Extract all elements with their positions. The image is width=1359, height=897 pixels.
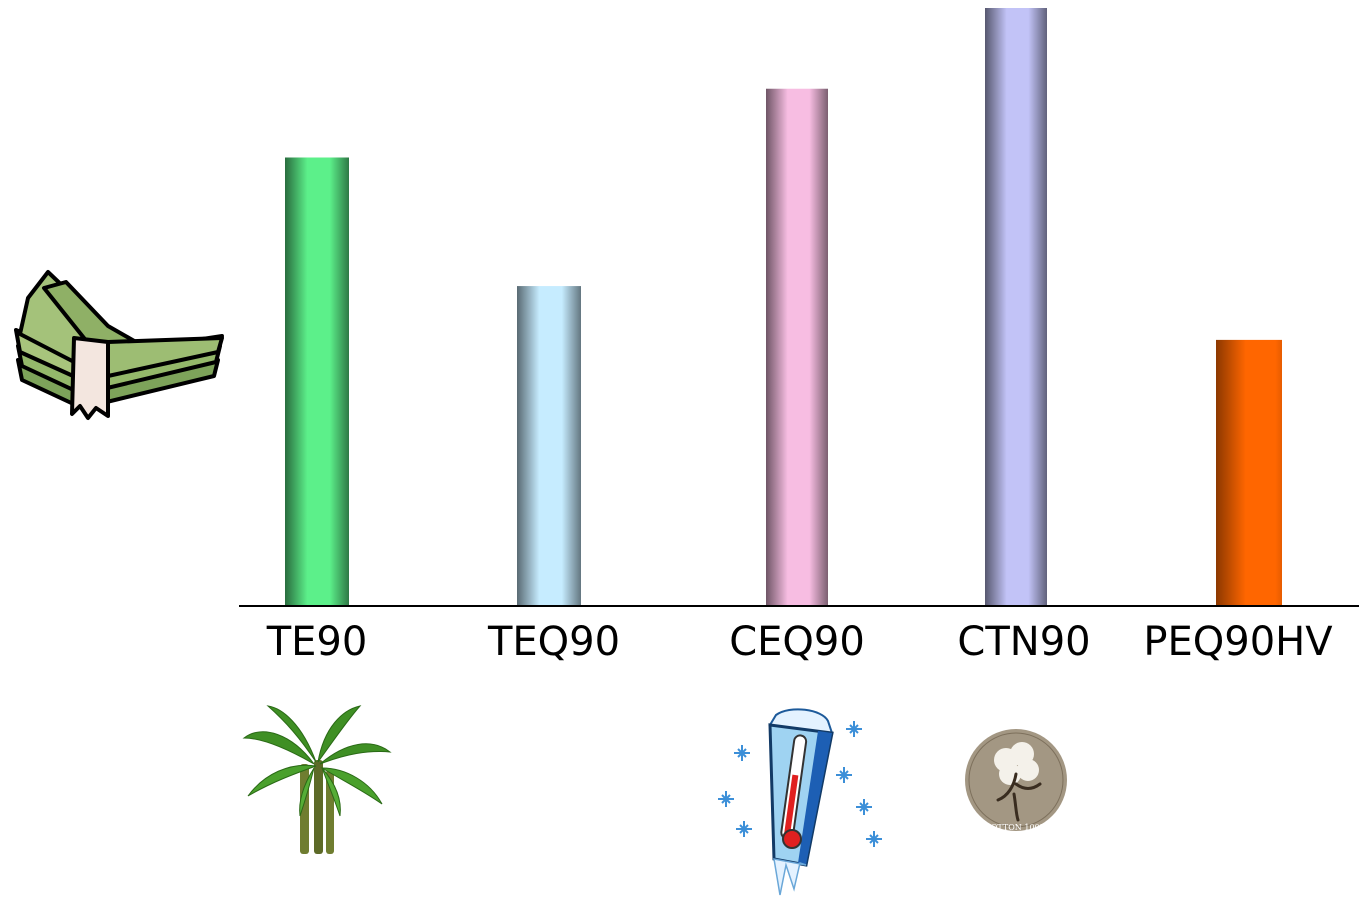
- bars-group: [285, 8, 1282, 607]
- category-label-teq90: TEQ90: [487, 619, 620, 665]
- cotton-badge-icon: COTTON 100%: [965, 729, 1067, 832]
- cotton-badge-text: COTTON 100%: [985, 823, 1048, 832]
- money-stack-icon: [14, 270, 224, 420]
- cold-thermometer-icon: [718, 708, 882, 896]
- bar-ctn90: [985, 8, 1047, 606]
- bar-peq90hv: [1216, 339, 1282, 606]
- category-label-peq90hv: PEQ90HV: [1143, 619, 1333, 665]
- category-labels: TE90 TEQ90 CEQ90 CTN90 PEQ90HV: [266, 619, 1334, 665]
- category-label-ceq90: CEQ90: [729, 619, 865, 665]
- category-label-te90: TE90: [266, 619, 368, 665]
- palm-tree-icon: [242, 705, 392, 854]
- bar-te90: [285, 157, 349, 606]
- bar-ceq90: [766, 88, 828, 607]
- bar-teq90: [517, 286, 581, 606]
- category-label-ctn90: CTN90: [957, 619, 1090, 665]
